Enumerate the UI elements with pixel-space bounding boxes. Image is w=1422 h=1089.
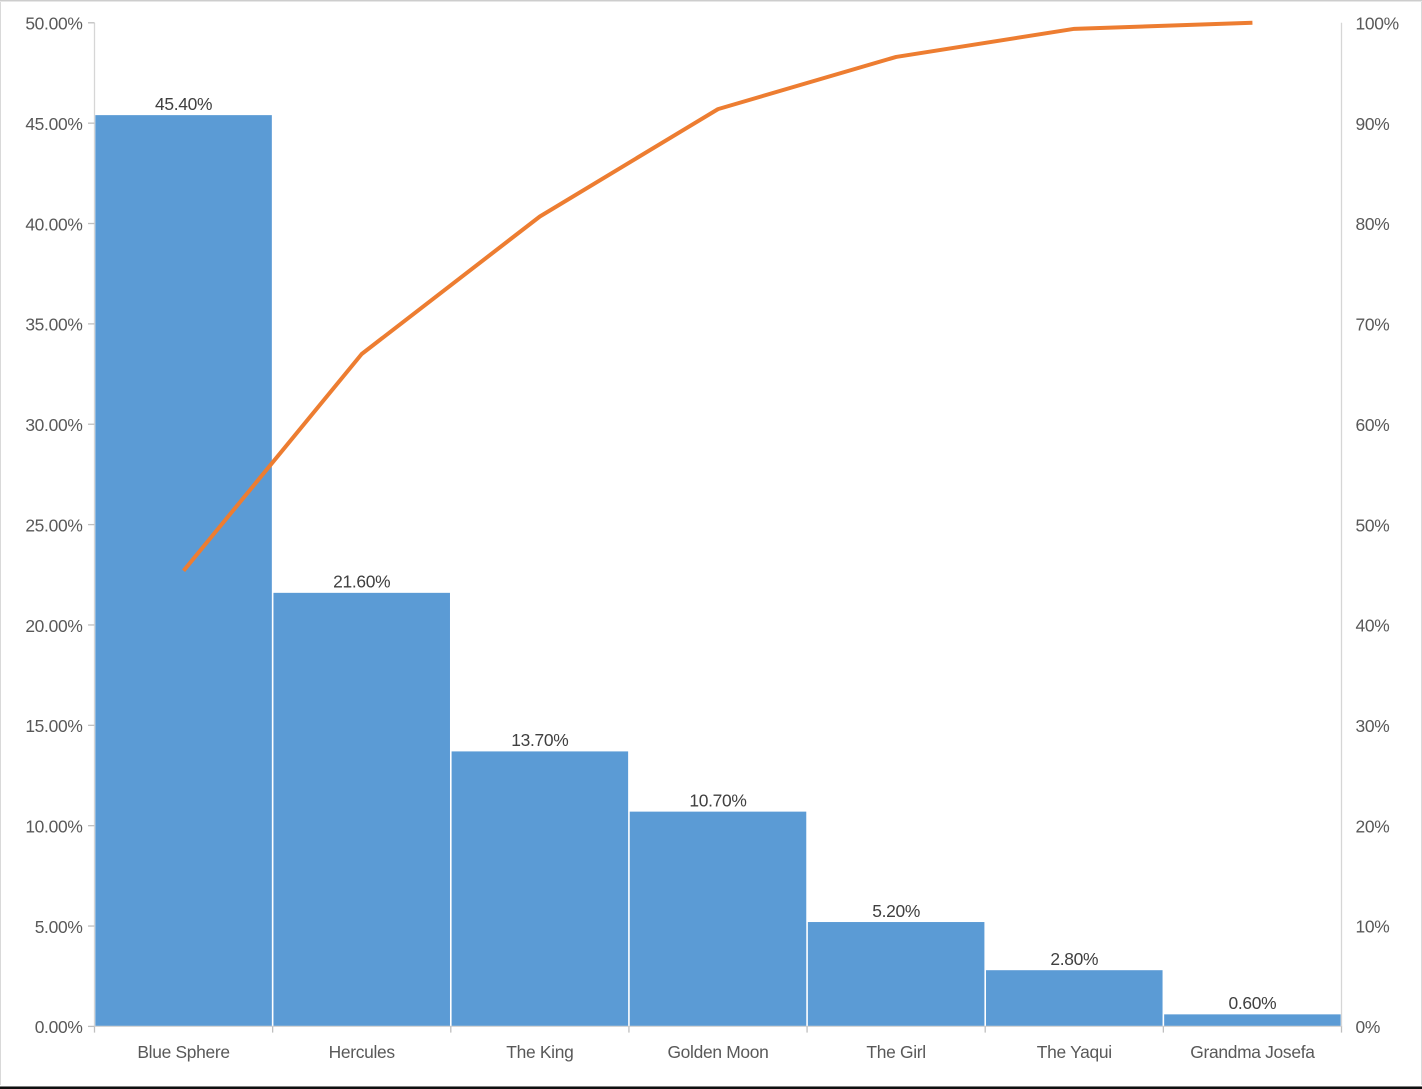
svg-text:60%: 60% bbox=[1356, 415, 1390, 435]
svg-text:Blue Sphere: Blue Sphere bbox=[137, 1042, 229, 1062]
svg-text:The Girl: The Girl bbox=[866, 1042, 925, 1062]
svg-text:20%: 20% bbox=[1356, 816, 1390, 836]
svg-text:0.00%: 0.00% bbox=[35, 1017, 83, 1037]
svg-text:20.00%: 20.00% bbox=[25, 616, 82, 636]
svg-text:The King: The King bbox=[506, 1042, 573, 1062]
svg-text:21.60%: 21.60% bbox=[333, 572, 390, 592]
svg-text:30%: 30% bbox=[1356, 716, 1390, 736]
svg-text:Hercules: Hercules bbox=[329, 1042, 396, 1062]
svg-text:70%: 70% bbox=[1356, 315, 1390, 335]
svg-text:45.40%: 45.40% bbox=[155, 94, 212, 114]
svg-text:5.20%: 5.20% bbox=[872, 901, 920, 921]
svg-text:30.00%: 30.00% bbox=[25, 415, 82, 435]
svg-text:10%: 10% bbox=[1356, 917, 1390, 937]
svg-text:The Yaqui: The Yaqui bbox=[1037, 1042, 1112, 1062]
svg-text:2.80%: 2.80% bbox=[1050, 949, 1098, 969]
svg-text:15.00%: 15.00% bbox=[25, 716, 82, 736]
svg-text:10.00%: 10.00% bbox=[25, 816, 82, 836]
svg-text:35.00%: 35.00% bbox=[25, 315, 82, 335]
svg-text:Golden Moon: Golden Moon bbox=[667, 1042, 768, 1062]
svg-text:40.00%: 40.00% bbox=[25, 214, 82, 234]
svg-text:0.60%: 0.60% bbox=[1229, 993, 1277, 1013]
svg-text:0%: 0% bbox=[1356, 1017, 1381, 1037]
svg-text:Grandma Josefa: Grandma Josefa bbox=[1190, 1042, 1315, 1062]
svg-text:80%: 80% bbox=[1356, 214, 1390, 234]
svg-text:13.70%: 13.70% bbox=[511, 730, 568, 750]
svg-text:50%: 50% bbox=[1356, 515, 1390, 535]
svg-text:50.00%: 50.00% bbox=[25, 14, 82, 34]
svg-text:25.00%: 25.00% bbox=[25, 515, 82, 535]
svg-text:100%: 100% bbox=[1356, 14, 1399, 34]
svg-text:40%: 40% bbox=[1356, 616, 1390, 636]
svg-text:90%: 90% bbox=[1356, 114, 1390, 134]
svg-text:10.70%: 10.70% bbox=[689, 790, 746, 810]
svg-text:5.00%: 5.00% bbox=[35, 917, 83, 937]
svg-text:45.00%: 45.00% bbox=[25, 114, 82, 134]
